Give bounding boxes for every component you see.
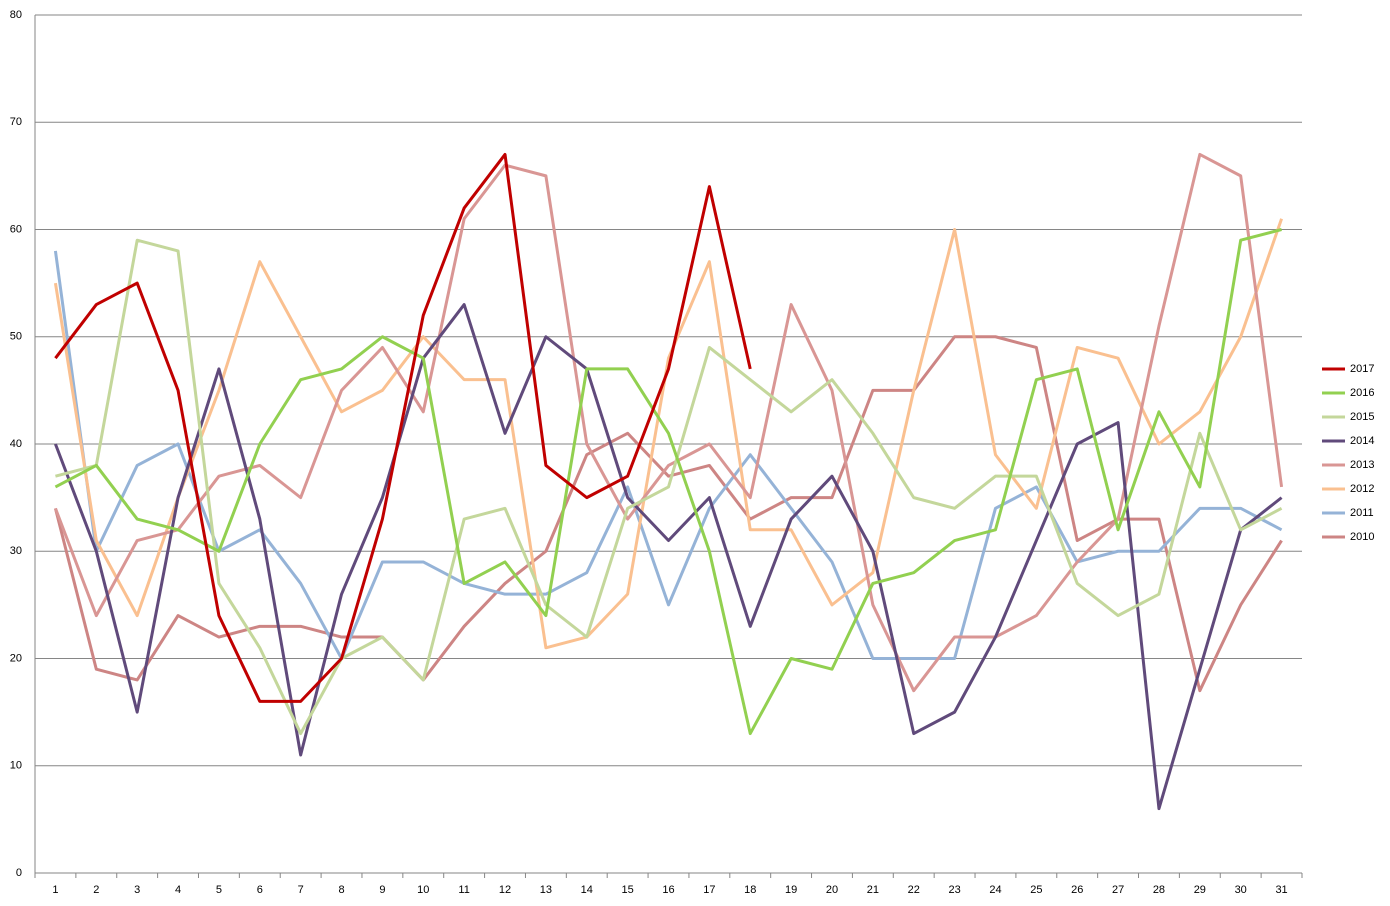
series-line (54, 152, 752, 703)
series-line (53, 335, 1283, 693)
legend-label: 2017 (1350, 363, 1374, 375)
x-tick-label: 21 (867, 884, 879, 896)
y-tick-label: 80 (10, 9, 22, 21)
y-tick-label: 10 (10, 760, 22, 772)
series-line (55, 238, 1283, 736)
x-tick-label: 13 (540, 884, 552, 896)
x-tick-label: 17 (703, 884, 715, 896)
series-line (53, 218, 1283, 650)
x-tick-label: 12 (499, 884, 511, 896)
x-tick-label: 3 (134, 884, 140, 896)
x-tick-label: 31 (1275, 884, 1287, 896)
x-tick-label: 19 (785, 884, 797, 896)
series-line (54, 228, 1282, 736)
legend-label: 2014 (1350, 435, 1374, 447)
x-tick-label: 28 (1153, 884, 1165, 896)
y-tick-label: 50 (10, 331, 22, 343)
x-tick-label: 24 (989, 884, 1001, 896)
x-tick-label: 26 (1071, 884, 1083, 896)
y-tick-label: 40 (10, 438, 22, 450)
x-tick-label: 20 (826, 884, 838, 896)
y-tick-label: 70 (10, 116, 22, 128)
x-tick-label: 30 (1235, 884, 1247, 896)
x-tick-label: 7 (298, 884, 304, 896)
y-tick-label: 60 (10, 223, 22, 235)
x-tick-label: 6 (257, 884, 263, 896)
x-tick-label: 1 (52, 884, 58, 896)
x-tick-label: 8 (338, 884, 344, 896)
x-tick-label: 23 (948, 884, 960, 896)
x-tick-label: 22 (908, 884, 920, 896)
x-tick-label: 2 (93, 884, 99, 896)
legend-label: 2012 (1350, 483, 1374, 495)
x-tick-label: 10 (417, 884, 429, 896)
x-tick-label: 27 (1112, 884, 1124, 896)
y-tick-label: 20 (10, 652, 22, 664)
y-tick-label: 0 (16, 867, 22, 879)
x-tick-label: 18 (744, 884, 756, 896)
x-tick-label: 16 (662, 884, 674, 896)
legend-label: 2015 (1350, 411, 1374, 423)
x-tick-label: 29 (1194, 884, 1206, 896)
x-tick-label: 11 (458, 884, 469, 896)
legend-label: 2010 (1350, 531, 1374, 543)
series-line (54, 303, 1283, 811)
x-tick-label: 4 (175, 884, 181, 896)
x-tick-label: 5 (216, 884, 222, 896)
legend-label: 2011 (1350, 507, 1374, 519)
y-tick-label: 30 (10, 545, 22, 557)
x-tick-label: 15 (622, 884, 634, 896)
x-tick-label: 14 (581, 884, 593, 896)
x-tick-label: 9 (379, 884, 385, 896)
series-line (54, 152, 1284, 693)
x-tick-label: 25 (1030, 884, 1042, 896)
legend-label: 2016 (1350, 387, 1374, 399)
legend-label: 2013 (1350, 459, 1374, 471)
